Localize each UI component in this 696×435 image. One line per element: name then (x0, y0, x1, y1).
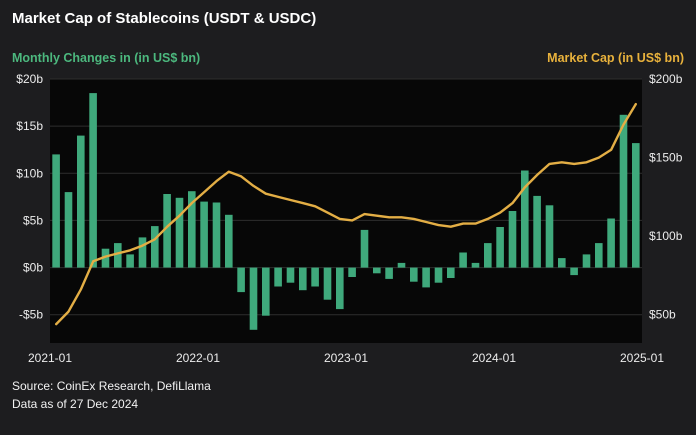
monthly-change-bar (126, 254, 134, 268)
bars-group (52, 93, 640, 330)
monthly-change-bar (77, 135, 85, 268)
monthly-change-bar (508, 211, 517, 268)
market-cap-line (55, 102, 637, 326)
left-axis-tick-label: -$5b (19, 308, 43, 322)
as-of-text: Data as of 27 Dec 2024 (12, 397, 139, 411)
monthly-change-bar (101, 248, 110, 268)
monthly-change-bar (286, 267, 295, 283)
monthly-change-bar (545, 205, 554, 268)
monthly-change-bar (521, 170, 529, 268)
source-text: Source: CoinEx Research, DefiLlama (12, 379, 211, 393)
right-axis-tick-label: $150b (649, 151, 683, 165)
monthly-change-bar (311, 267, 319, 287)
axis-titles-row: Monthly Changes in (in US$ bn) Market Ca… (10, 51, 686, 65)
monthly-change-bar (607, 218, 615, 268)
monthly-change-bar (447, 267, 455, 278)
monthly-change-bar (582, 254, 591, 268)
monthly-change-bar (138, 237, 147, 268)
monthly-change-bar (533, 195, 541, 268)
monthly-change-bar (188, 191, 196, 268)
monthly-change-bar (496, 227, 504, 268)
monthly-change-bar (262, 267, 270, 316)
monthly-change-bar (619, 114, 628, 268)
monthly-change-bar (323, 267, 332, 300)
monthly-change-bar (114, 243, 122, 268)
monthly-change-bar (434, 267, 443, 283)
page-title: Market Cap of Stablecoins (USDT & USDC) (12, 10, 317, 27)
x-axis-tick-label: 2021-01 (28, 351, 72, 365)
x-axis-tick-label: 2024-01 (472, 351, 516, 365)
x-axis-tick-label: 2025-01 (620, 351, 664, 365)
monthly-change-bar (249, 267, 258, 330)
monthly-change-bar (373, 267, 381, 274)
monthly-change-bar (237, 267, 245, 293)
stablecoin-market-cap-chart: $20b $15b $10b $5b $0b -$5b $200b $150b $100b $50… (16, 72, 683, 365)
left-axis-tick-label: $20b (16, 72, 43, 86)
monthly-change-bar (558, 258, 566, 268)
monthly-change-bar (64, 192, 73, 268)
footer: Source: CoinEx Research, DefiLlama Data … (10, 377, 686, 413)
left-axis-tick-label: $0b (23, 261, 43, 275)
monthly-change-bar (422, 267, 430, 288)
monthly-change-bar (385, 267, 393, 279)
monthly-change-bar (299, 267, 307, 291)
left-axis-tick-label: $10b (16, 166, 43, 180)
monthly-change-bar (397, 262, 406, 268)
monthly-change-bar (595, 243, 603, 268)
monthly-change-bar (274, 267, 282, 287)
monthly-change-bar (175, 197, 184, 268)
monthly-change-bar (348, 267, 356, 277)
monthly-change-bar (225, 214, 233, 268)
right-axis-tick-label: $100b (649, 229, 683, 243)
monthly-change-bar (163, 194, 171, 268)
monthly-change-bar (632, 143, 640, 268)
right-axis-tick-label: $200b (649, 72, 683, 86)
monthly-change-bar (471, 262, 480, 268)
monthly-change-bar (52, 154, 60, 268)
plot-area (50, 79, 642, 343)
left-axis-tick-label: $15b (16, 119, 43, 133)
monthly-change-bar (151, 226, 159, 268)
x-axis-tick-label: 2023-01 (324, 351, 368, 365)
right-axis-title: Market Cap (in US$ bn) (547, 51, 684, 65)
monthly-change-bar (484, 243, 492, 268)
monthly-change-bar (459, 252, 467, 268)
x-axis-tick-label: 2022-01 (176, 351, 220, 365)
monthly-change-bar (336, 267, 344, 310)
monthly-change-bar (200, 201, 208, 268)
monthly-change-bar (410, 267, 418, 282)
monthly-change-bar (570, 267, 578, 276)
monthly-change-bar (360, 229, 369, 268)
monthly-change-bar (212, 202, 221, 268)
right-axis-tick-label: $50b (649, 308, 676, 322)
left-axis-title: Monthly Changes in (in US$ bn) (12, 51, 201, 65)
left-axis-tick-label: $5b (23, 213, 43, 227)
monthly-change-bar (89, 93, 97, 268)
